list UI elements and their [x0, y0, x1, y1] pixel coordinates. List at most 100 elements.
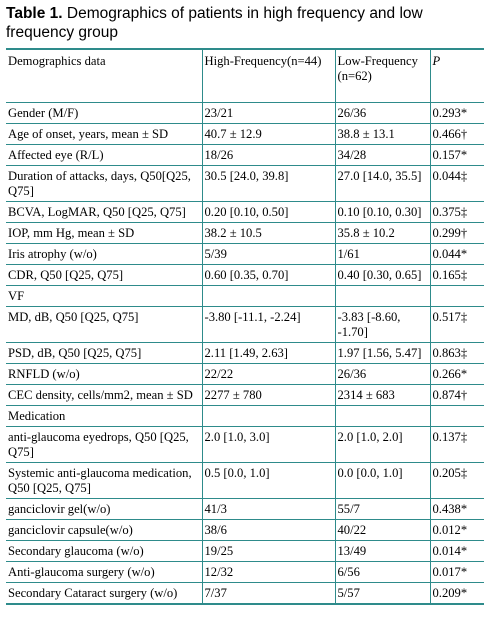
p-value: 0.209*	[429, 582, 484, 604]
row-label: RNFLD (w/o)	[8, 366, 80, 381]
header-p-value: P	[429, 49, 484, 103]
row-label: ganciclovir capsule(w/o)	[8, 522, 133, 537]
low-frequency-value: 5/57	[334, 582, 430, 604]
p-value: 0.266*	[429, 363, 484, 385]
high-frequency-value: 2.11 [1.49, 2.63]	[201, 342, 335, 364]
p-value: 0.205‡	[429, 462, 484, 499]
row-label: Systemic anti-glaucoma medication, Q50 […	[8, 465, 192, 495]
p-value: 0.874†	[429, 384, 484, 406]
high-frequency-value: 5/39	[201, 243, 335, 265]
demographics-table: Demographics data High-Frequency(n=44) L…	[6, 48, 484, 605]
row-label: Anti-glaucoma surgery (w/o)	[8, 564, 155, 579]
low-frequency-value: 6/56	[334, 561, 430, 583]
row-label: CDR, Q50 [Q25, Q75]	[8, 267, 124, 282]
table-body: Gender (M/F) 23/21 26/36 0.293* Age of onset…	[6, 102, 484, 604]
table-row: Duration of attacks, days, Q50[Q25, Q75]…	[6, 165, 484, 202]
low-frequency-value: 2314 ± 683	[334, 384, 430, 406]
p-value: 0.863‡	[429, 342, 484, 364]
high-frequency-value: 0.20 [0.10, 0.50]	[201, 201, 335, 223]
high-frequency-value: 41/3	[201, 498, 335, 520]
low-frequency-value	[334, 405, 430, 427]
row-label: Secondary Cataract surgery (w/o)	[8, 585, 178, 600]
row-label: anti-glaucoma eyedrops, Q50 [Q25, Q75]	[8, 429, 189, 459]
p-value: 0.466†	[429, 123, 484, 145]
low-frequency-value: 55/7	[334, 498, 430, 520]
p-value: 0.017*	[429, 561, 484, 583]
low-frequency-value: 13/49	[334, 540, 430, 562]
table-row: IOP, mm Hg, mean ± SD 38.2 ± 10.5 35.8 ± 1…	[6, 222, 484, 244]
table-row: anti-glaucoma eyedrops, Q50 [Q25, Q75] 2.…	[6, 426, 484, 463]
low-frequency-value: 34/28	[334, 144, 430, 166]
row-label: Gender (M/F)	[8, 105, 79, 120]
table-title: Demographics of patients in high frequen…	[6, 5, 423, 41]
high-frequency-value	[201, 405, 335, 427]
high-frequency-value: -3.80 [-11.1, -2.24]	[201, 306, 335, 343]
table-header: Demographics data High-Frequency(n=44) L…	[6, 49, 484, 103]
row-label: ganciclovir gel(w/o)	[8, 501, 111, 516]
row-label: Secondary glaucoma (w/o)	[8, 543, 144, 558]
header-low-frequency: Low-Frequency (n=62)	[334, 49, 430, 103]
table-row: Medication	[6, 405, 484, 427]
low-frequency-value: 38.8 ± 13.1	[334, 123, 430, 145]
table-row: ganciclovir capsule(w/o) 38/6 40/22 0.012*	[6, 519, 484, 541]
header-high-frequency: High-Frequency(n=44)	[201, 49, 335, 103]
high-frequency-value: 22/22	[201, 363, 335, 385]
table-label: Table 1.	[6, 5, 63, 22]
table-row: Age of onset, years, mean ± SD 40.7 ± 12.…	[6, 123, 484, 145]
row-label: Iris atrophy (w/o)	[8, 246, 97, 261]
low-frequency-value: 26/36	[334, 102, 430, 124]
header-demographics: Demographics data	[8, 54, 106, 68]
p-value: 0.517‡	[429, 306, 484, 343]
low-frequency-value: -3.83 [-8.60, -1.70]	[334, 306, 430, 343]
high-frequency-value	[201, 285, 335, 307]
low-frequency-value: 27.0 [14.0, 35.5]	[334, 165, 430, 202]
p-value: 0.375‡	[429, 201, 484, 223]
table-row: CDR, Q50 [Q25, Q75] 0.60 [0.35, 0.70] 0.40…	[6, 264, 484, 286]
row-label: Duration of attacks, days, Q50[Q25, Q75]	[8, 168, 191, 198]
high-frequency-value: 7/37	[201, 582, 335, 604]
row-label: PSD, dB, Q50 [Q25, Q75]	[8, 345, 142, 360]
p-value: 0.014*	[429, 540, 484, 562]
p-value: 0.293*	[429, 102, 484, 124]
row-label: CEC density, cells/mm2, mean ± SD	[8, 387, 193, 402]
high-frequency-value: 19/25	[201, 540, 335, 562]
header-row: Demographics data High-Frequency(n=44) L…	[6, 49, 484, 103]
low-frequency-value: 1.97 [1.56, 5.47]	[334, 342, 430, 364]
row-label: BCVA, LogMAR, Q50 [Q25, Q75]	[8, 204, 186, 219]
low-frequency-value: 0.10 [0.10, 0.30]	[334, 201, 430, 223]
high-frequency-value: 38/6	[201, 519, 335, 541]
table-row: VF	[6, 285, 484, 307]
high-frequency-value: 18/26	[201, 144, 335, 166]
p-value	[429, 285, 484, 307]
table-row: Anti-glaucoma surgery (w/o) 12/32 6/56 0.01…	[6, 561, 484, 583]
table-row: MD, dB, Q50 [Q25, Q75] -3.80 [-11.1, -2.2…	[6, 306, 484, 343]
p-value	[429, 405, 484, 427]
low-frequency-value: 2.0 [1.0, 2.0]	[334, 426, 430, 463]
high-frequency-value: 0.60 [0.35, 0.70]	[201, 264, 335, 286]
row-label: VF	[8, 288, 25, 303]
table-row: BCVA, LogMAR, Q50 [Q25, Q75] 0.20 [0.10, …	[6, 201, 484, 223]
row-label: Age of onset, years, mean ± SD	[8, 126, 169, 141]
table-row: CEC density, cells/mm2, mean ± SD 2277 ± …	[6, 384, 484, 406]
low-frequency-value: 1/61	[334, 243, 430, 265]
p-value: 0.137‡	[429, 426, 484, 463]
high-frequency-value: 12/32	[201, 561, 335, 583]
table-row: Iris atrophy (w/o) 5/39 1/61 0.044*	[6, 243, 484, 265]
high-frequency-value: 40.7 ± 12.9	[201, 123, 335, 145]
table-caption: Table 1. Demographics of patients in hig…	[6, 4, 484, 42]
table-row: Gender (M/F) 23/21 26/36 0.293*	[6, 102, 484, 124]
low-frequency-value: 35.8 ± 10.2	[334, 222, 430, 244]
low-frequency-value: 0.0 [0.0, 1.0]	[334, 462, 430, 499]
p-value: 0.299†	[429, 222, 484, 244]
high-frequency-value: 2277 ± 780	[201, 384, 335, 406]
p-value: 0.165‡	[429, 264, 484, 286]
table-row: PSD, dB, Q50 [Q25, Q75] 2.11 [1.49, 2.63]…	[6, 342, 484, 364]
table-row: ganciclovir gel(w/o) 41/3 55/7 0.438*	[6, 498, 484, 520]
high-frequency-value: 30.5 [24.0, 39.8]	[201, 165, 335, 202]
low-frequency-value: 40/22	[334, 519, 430, 541]
p-value: 0.044*	[429, 243, 484, 265]
low-frequency-value: 26/36	[334, 363, 430, 385]
row-label: IOP, mm Hg, mean ± SD	[8, 225, 135, 240]
high-frequency-value: 0.5 [0.0, 1.0]	[201, 462, 335, 499]
p-value: 0.012*	[429, 519, 484, 541]
